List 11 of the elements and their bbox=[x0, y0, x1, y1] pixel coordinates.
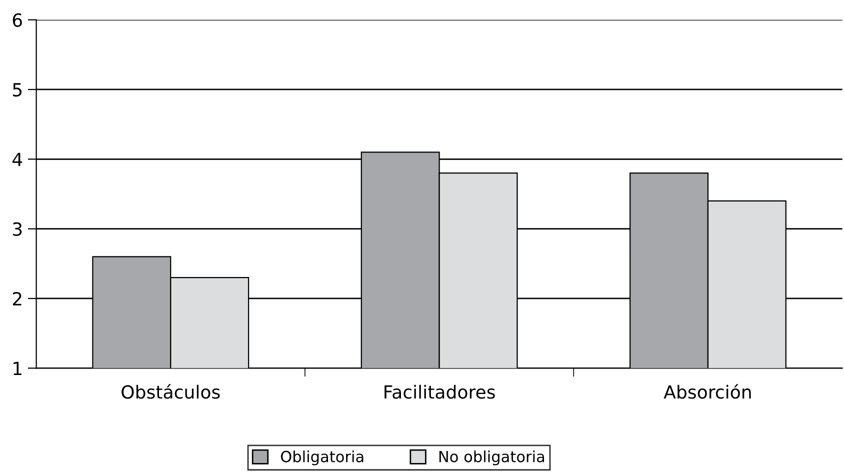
y-tick-label: 3 bbox=[12, 222, 22, 236]
x-tick-label: Obstáculos bbox=[122, 384, 220, 399]
legend-label: No obligatoria bbox=[439, 450, 544, 466]
y-tick-label: 5 bbox=[13, 83, 22, 97]
y-tick-label: 6 bbox=[12, 13, 22, 27]
x-tick-label: Facilitadores bbox=[384, 384, 495, 399]
x-tick-label: Absorción bbox=[664, 384, 751, 399]
y-tick-label: 2 bbox=[12, 292, 22, 306]
y-tick-label: 4 bbox=[12, 152, 22, 166]
legend-label: Obligatoria bbox=[280, 450, 364, 466]
y-tick-label: 1 bbox=[14, 362, 22, 376]
